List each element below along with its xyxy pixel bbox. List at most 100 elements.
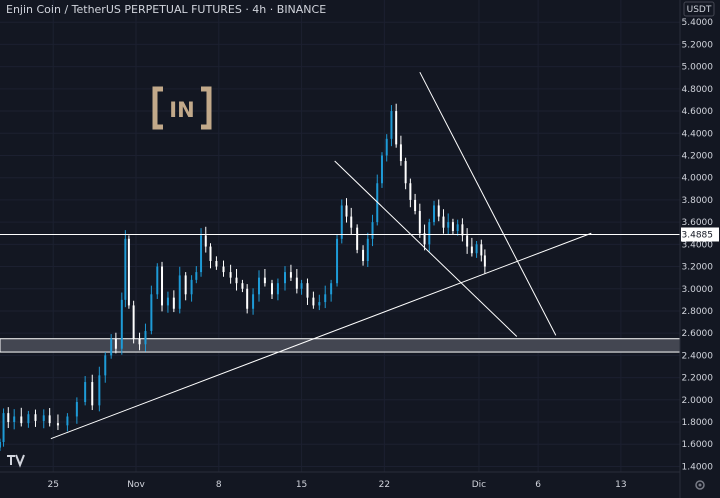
- candle-body: [98, 375, 101, 406]
- candle-body: [324, 294, 327, 303]
- candle-body: [166, 297, 169, 306]
- y-tick-label: 5.4000: [682, 18, 714, 28]
- trend-line: [50, 232, 592, 440]
- candle-body: [451, 222, 454, 232]
- x-tick-label: 15: [296, 480, 307, 490]
- candle-body: [0, 442, 1, 448]
- y-tick-label: 2.4000: [682, 351, 714, 361]
- candle-body: [246, 288, 249, 309]
- candle-body: [356, 227, 359, 250]
- candle-body: [350, 216, 353, 228]
- candle-body: [423, 233, 426, 245]
- logo-text: IN: [169, 98, 194, 122]
- candle-body: [20, 416, 23, 424]
- gear-icon[interactable]: [695, 480, 705, 490]
- candle-body: [418, 211, 421, 234]
- candle-body: [271, 283, 273, 295]
- grid: [0, 0, 680, 472]
- support-zone: [0, 338, 681, 353]
- candle-body: [312, 297, 315, 306]
- candle-body: [124, 238, 127, 300]
- gear-center-icon: [698, 483, 702, 487]
- candles: [0, 103, 486, 451]
- candle-body: [13, 416, 16, 423]
- y-axis: 1.4000 1.6000 1.8000 2.0000 2.2000 2.4000 2.60…: [679, 0, 720, 498]
- candle-body: [7, 413, 10, 423]
- trend-lines: [0, 71, 680, 440]
- y-tick-label: 3.4000: [682, 240, 714, 250]
- candle-body: [104, 355, 107, 376]
- currency-text: USDT: [687, 5, 712, 15]
- x-tick-label: Nov: [127, 480, 145, 490]
- candle-body: [190, 279, 193, 295]
- candle-body: [241, 283, 244, 289]
- candle-body: [263, 277, 266, 284]
- candle-body: [66, 416, 69, 426]
- y-tick-label: 4.0000: [682, 174, 714, 184]
- candle-body: [114, 338, 117, 349]
- y-tick-label: 5.2000: [682, 40, 714, 50]
- tv-t-icon: [7, 455, 15, 465]
- candle-body: [34, 414, 37, 421]
- y-tick-label: 1.6000: [682, 440, 714, 450]
- candle-body: [75, 402, 78, 417]
- candle-body: [466, 235, 469, 247]
- candle-body: [300, 283, 303, 289]
- tradingview-logo: [7, 454, 25, 468]
- currency-label: USDT: [683, 1, 715, 17]
- y-tick-label: 2.0000: [682, 396, 714, 406]
- candle-body: [229, 272, 232, 278]
- y-axis-background: [680, 0, 720, 498]
- candle-body: [178, 275, 181, 309]
- candle-body: [380, 155, 383, 184]
- candle-body: [150, 294, 153, 331]
- chart-title: Enjin Coin / TetherUS PERPETUAL FUTURES …: [6, 3, 326, 16]
- y-tick-label: 4.2000: [682, 151, 714, 161]
- settings-icon[interactable]: [695, 480, 705, 490]
- candle-body: [138, 338, 141, 345]
- candle-body: [252, 294, 255, 309]
- candle-body: [390, 111, 393, 139]
- candle-body: [404, 161, 407, 184]
- candle-body: [433, 205, 436, 223]
- trend-line: [334, 160, 518, 337]
- candle-body: [110, 338, 113, 356]
- candle-body: [235, 277, 238, 284]
- candle-body: [84, 382, 87, 403]
- y-tick-label: 2.6000: [682, 329, 714, 339]
- x-tick-label: 6: [535, 480, 541, 490]
- y-tick-label: 4.6000: [682, 107, 714, 117]
- y-tick-label: 5.0000: [682, 63, 714, 73]
- candle-body: [461, 224, 464, 236]
- candle-body: [132, 305, 135, 339]
- candle-body: [120, 299, 123, 349]
- candle-body: [209, 246, 212, 261]
- candle-body: [470, 246, 473, 254]
- candle-body: [409, 183, 412, 200]
- trend-line: [419, 71, 557, 336]
- candle-body: [161, 266, 164, 306]
- candle-body: [366, 238, 369, 261]
- x-tick-label: Dic: [472, 480, 486, 490]
- candle-body: [480, 244, 483, 256]
- candle-body: [127, 238, 130, 306]
- candle-body: [437, 205, 440, 217]
- candle-body: [414, 199, 417, 212]
- candle-body: [395, 111, 398, 145]
- currency-badge: [683, 1, 715, 17]
- candle-body: [336, 238, 339, 284]
- y-tick-label: 4.4000: [682, 129, 714, 139]
- x-axis-background: [0, 472, 720, 498]
- candle-body: [195, 272, 198, 280]
- candle-body: [27, 414, 30, 424]
- candle-body: [204, 235, 207, 247]
- x-axis: 25 Nov 8 15 22 Dic 6 13: [0, 471, 720, 498]
- candle-body: [184, 275, 187, 295]
- candle-body: [276, 283, 279, 295]
- candle-body: [289, 272, 292, 278]
- y-tick-label: 2.8000: [682, 307, 714, 317]
- y-tick-label: 3.8000: [682, 196, 714, 206]
- candle-body: [91, 382, 94, 406]
